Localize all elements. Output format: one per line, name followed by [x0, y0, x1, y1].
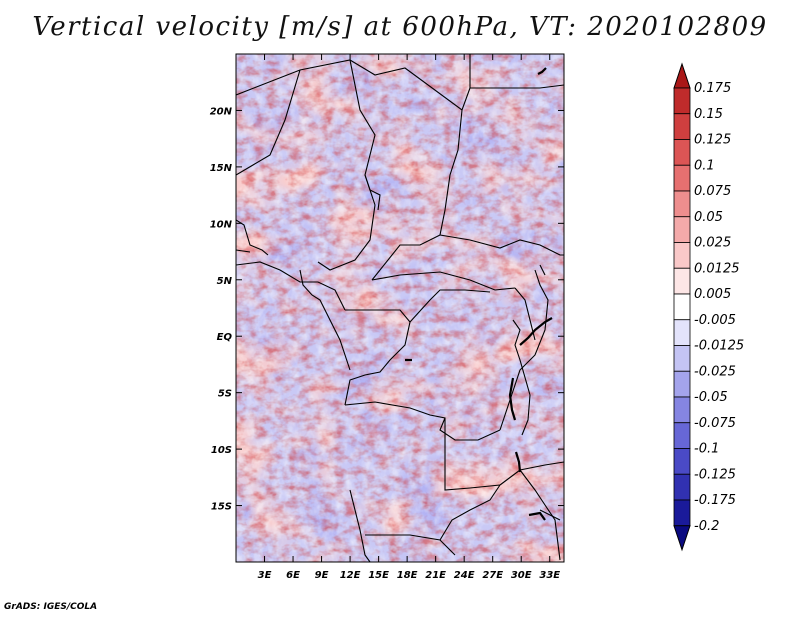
colorbar-swatch	[673, 164, 691, 192]
colorbar-level-label: 0.1	[694, 158, 715, 173]
colorbar-swatch	[673, 190, 691, 218]
lat-label: 5N	[217, 276, 233, 287]
lat-label: 5S	[218, 389, 232, 400]
colorbar-swatch	[673, 370, 691, 398]
lat-label: EQ	[217, 332, 233, 343]
map-frame	[235, 53, 565, 563]
colorbar-level-label: 0.05	[694, 210, 723, 225]
colorbar-swatch	[673, 113, 691, 140]
colorbar-swatch	[673, 319, 691, 346]
colorbar-level-label: -0.125	[694, 467, 736, 482]
lon-label: 30E	[511, 570, 532, 581]
colorbar-level-label: -0.0125	[694, 339, 744, 354]
colorbar-swatch	[673, 216, 691, 243]
colorbar-min-arrow	[673, 525, 691, 552]
lon-label: 15E	[368, 570, 389, 581]
colorbar-swatch	[673, 396, 691, 424]
colorbar-level-label: 0.005	[694, 287, 731, 302]
colorbar-swatch	[673, 293, 691, 321]
colorbar-swatch	[673, 448, 691, 475]
lon-label: 6E	[286, 570, 300, 581]
lat-label: 20N	[210, 106, 233, 117]
colorbar-level-label: -0.05	[694, 390, 728, 405]
lon-label: 9E	[315, 570, 329, 581]
colorbar-level-label: -0.1	[694, 442, 719, 457]
lon-label: 12E	[340, 570, 361, 581]
colorbar-level-label: 0.025	[694, 236, 731, 251]
colorbar	[673, 62, 691, 552]
colorbar-swatch	[673, 422, 691, 449]
colorbar-swatch	[673, 345, 691, 372]
lon-label: 21E	[425, 570, 446, 581]
lon-label: 27E	[482, 570, 503, 581]
colorbar-swatch	[673, 87, 691, 115]
colorbar-labels: 0.175 0.15 0.125 0.1 0.075 0.05 0.025 0.0125 0.0…	[694, 81, 744, 534]
colorbar-swatch	[673, 267, 691, 295]
colorbar-level-label: -0.025	[694, 364, 736, 379]
credit-text: GrADS: IGES/COLA	[4, 602, 98, 612]
colorbar-level-label: 0.125	[694, 133, 731, 148]
lon-label: 24E	[454, 570, 475, 581]
colorbar-level-label: 0.0125	[694, 261, 740, 276]
plot-title: Vertical velocity [m/s] at 600hPa, VT: 2…	[32, 12, 768, 42]
lon-label: 18E	[397, 570, 418, 581]
colorbar-swatch	[673, 242, 691, 269]
lakes	[405, 67, 553, 521]
lat-label: 15S	[211, 502, 232, 513]
colorbar-level-label: 0.175	[694, 81, 731, 96]
colorbar-swatch	[673, 139, 691, 166]
colorbar-level-label: -0.005	[694, 313, 736, 328]
colorbar-level-label: -0.175	[694, 493, 736, 508]
lat-label: 10S	[211, 445, 232, 456]
lon-label: 3E	[258, 570, 272, 581]
colorbar-level-label: -0.075	[694, 416, 736, 431]
colorbar-swatch	[673, 473, 691, 501]
lon-axis-labels: 3E 6E 9E 12E 15E 18E 21E 24E 27E 30E 33E	[258, 570, 561, 581]
colorbar-level-label: 0.15	[694, 107, 723, 122]
lat-axis-labels: 20N 15N 10N 5N EQ 5S 10S 15S	[210, 106, 233, 512]
lon-label: 33E	[539, 570, 560, 581]
colorbar-level-label: 0.075	[694, 184, 731, 199]
colorbar-max-arrow	[673, 62, 691, 89]
lat-label: 15N	[210, 163, 233, 174]
axis-ticks	[236, 54, 564, 562]
colorbar-level-label: -0.2	[694, 519, 719, 534]
shaded-field	[236, 54, 564, 562]
colorbar-swatch	[673, 499, 691, 527]
country-borders	[236, 54, 564, 562]
lat-label: 10N	[210, 219, 233, 230]
